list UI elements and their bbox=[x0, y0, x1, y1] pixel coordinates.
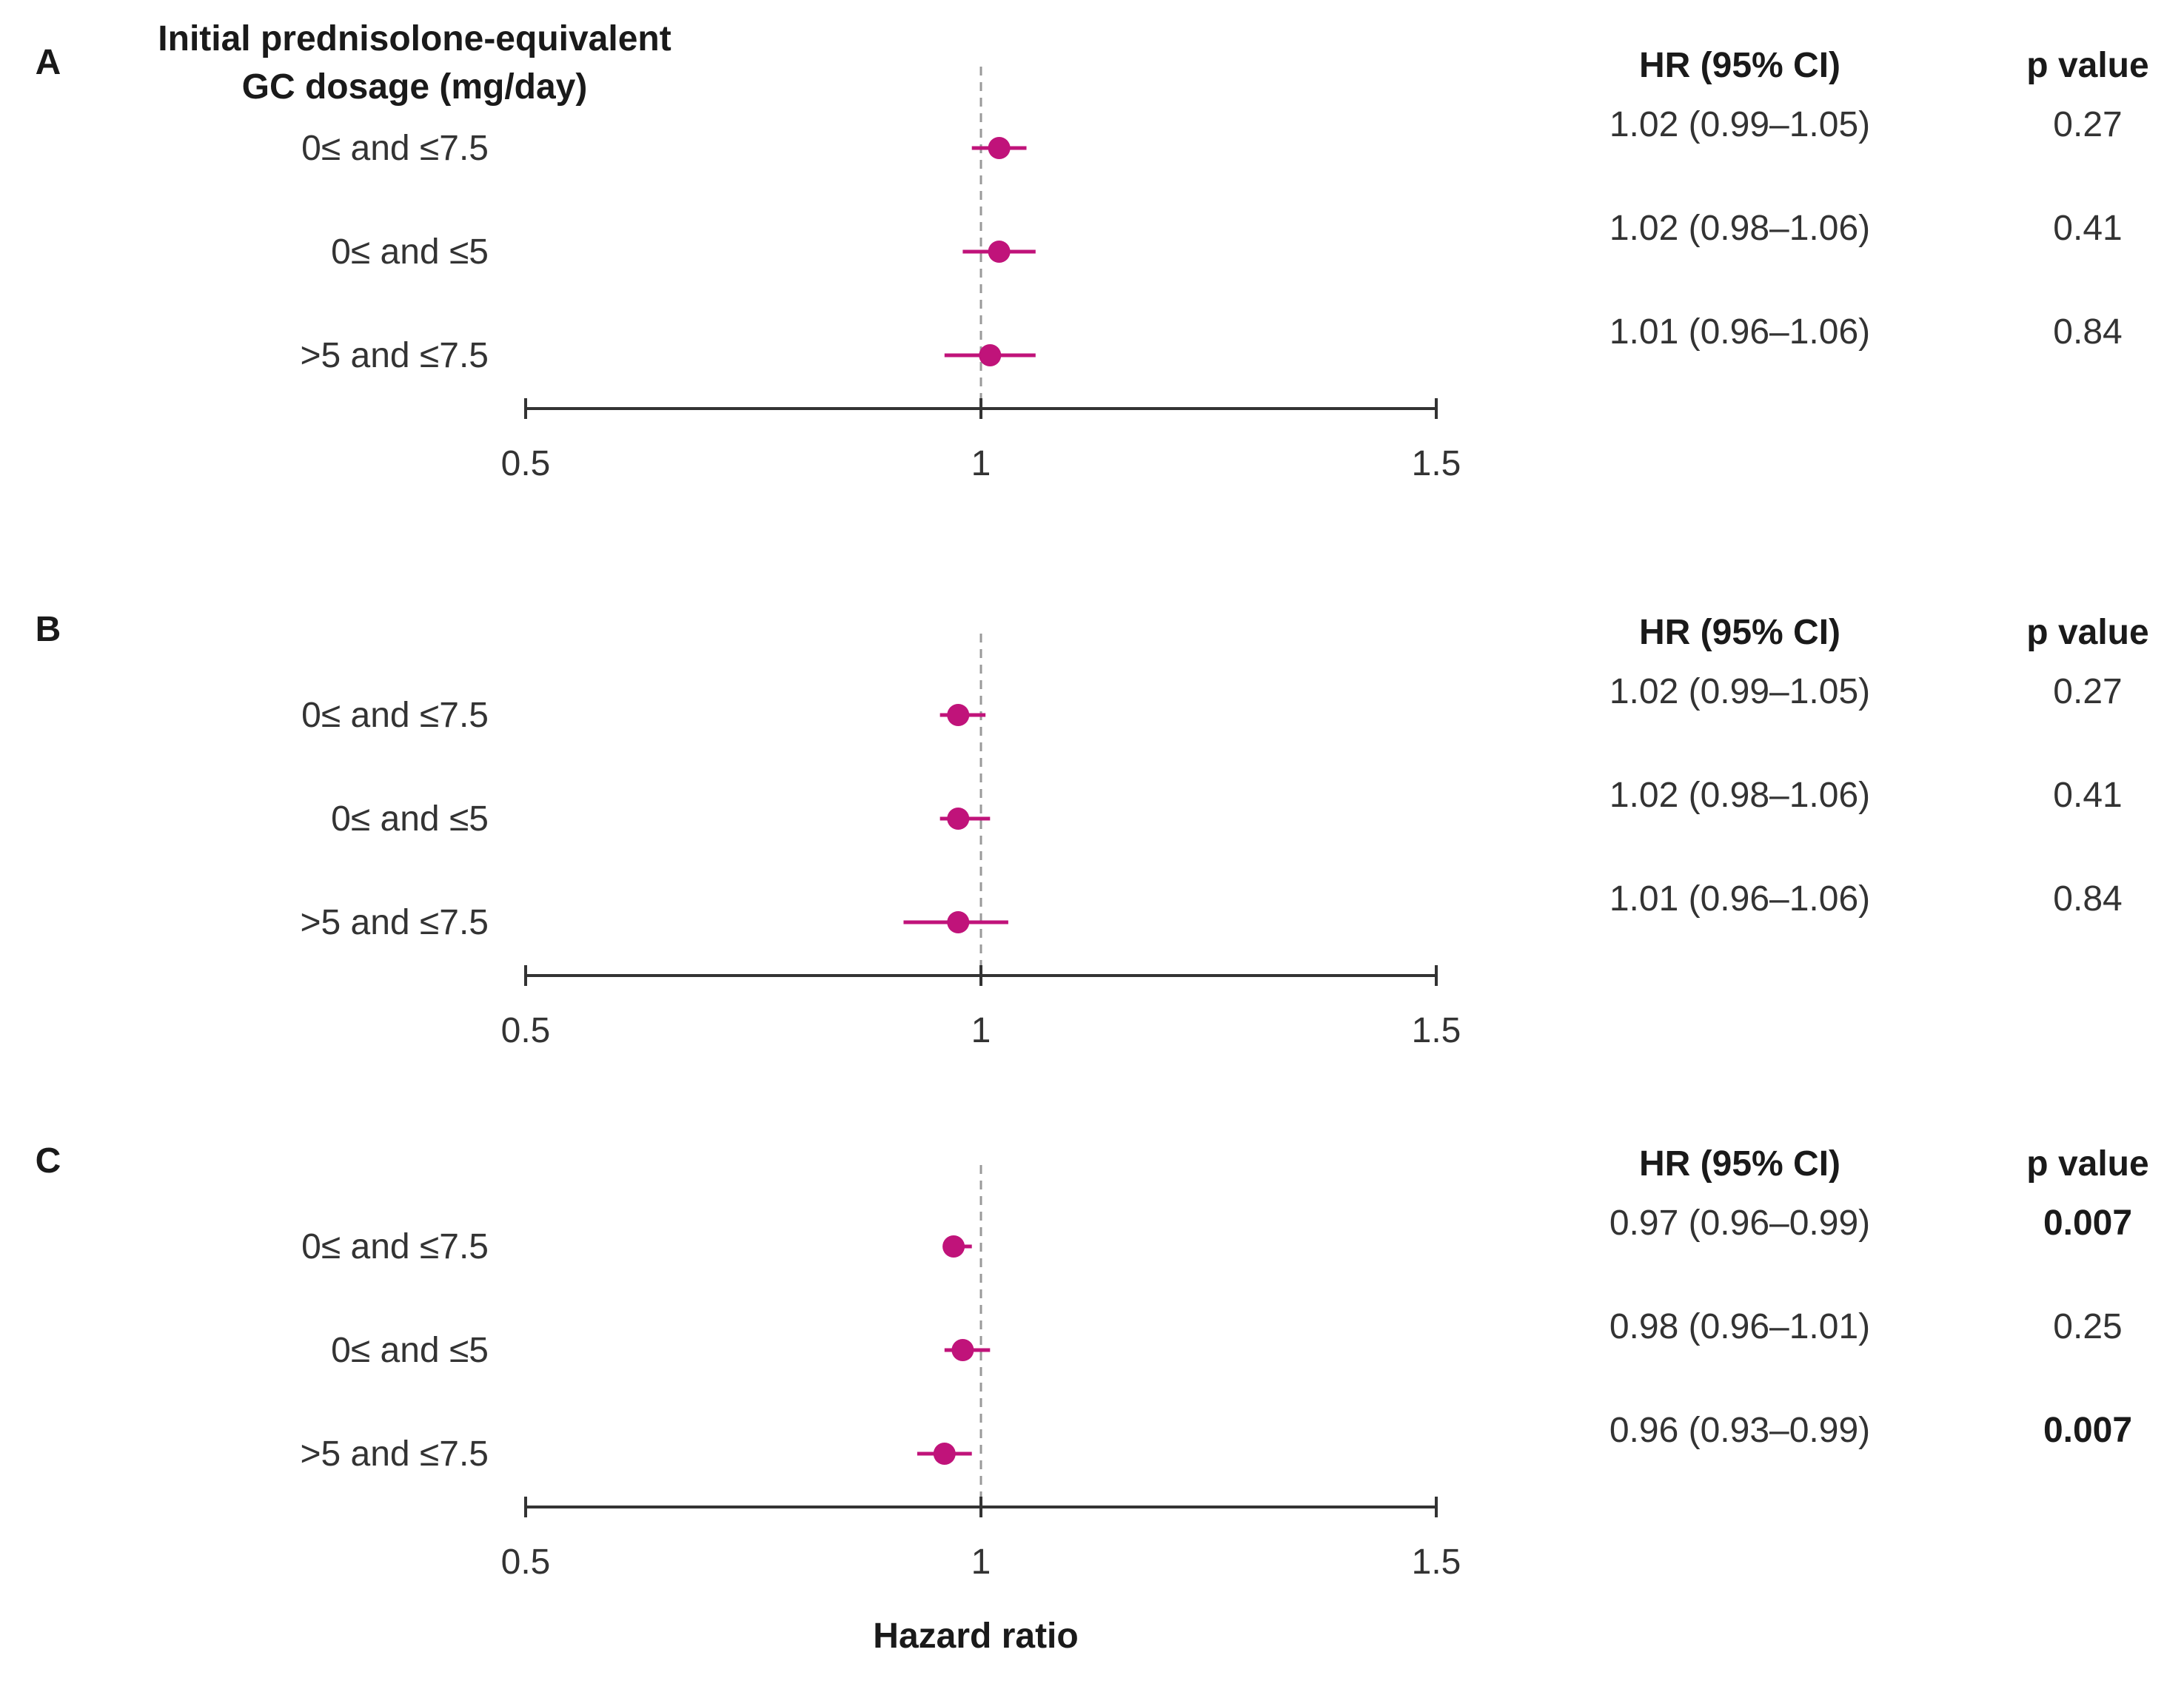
x-tick-label: 1 bbox=[971, 444, 991, 483]
hr-column-header: HR (95% CI) bbox=[1639, 1144, 1840, 1184]
p-value: 0.25 bbox=[2053, 1307, 2122, 1346]
hr-point bbox=[979, 344, 1002, 366]
x-tick-label: 1 bbox=[971, 1543, 991, 1582]
p-column-header: p value bbox=[2026, 46, 2148, 85]
hr-point bbox=[947, 911, 970, 933]
row-label: 0≤ and ≤5 bbox=[331, 232, 489, 272]
row-label: 0≤ and ≤7.5 bbox=[301, 696, 489, 735]
p-column-header: p value bbox=[2026, 613, 2148, 652]
hr-ci-value: 1.01 (0.96–1.06) bbox=[1609, 312, 1870, 352]
hr-ci-value: 0.98 (0.96–1.01) bbox=[1609, 1307, 1870, 1346]
hr-column-header: HR (95% CI) bbox=[1639, 46, 1840, 85]
p-value: 0.84 bbox=[2053, 879, 2122, 919]
row-label: 0≤ and ≤5 bbox=[331, 1331, 489, 1370]
hr-ci-value: 1.02 (0.99–1.05) bbox=[1609, 105, 1870, 144]
hr-column-header: HR (95% CI) bbox=[1639, 613, 1840, 652]
x-tick-label: 1.5 bbox=[1412, 444, 1461, 483]
hr-point bbox=[988, 241, 1011, 263]
row-header-line-1: Initial prednisolone-equivalent bbox=[158, 19, 671, 58]
row-label: 0≤ and ≤7.5 bbox=[301, 129, 489, 168]
x-tick-label: 1 bbox=[971, 1011, 991, 1050]
hr-ci-value: 0.96 (0.93–0.99) bbox=[1609, 1411, 1870, 1450]
x-tick-label: 1.5 bbox=[1412, 1011, 1461, 1050]
row-label: 0≤ and ≤5 bbox=[331, 799, 489, 839]
row-header-line-2: GC dosage (mg/day) bbox=[242, 67, 588, 107]
p-value: 0.41 bbox=[2053, 776, 2122, 815]
hr-point bbox=[942, 1235, 965, 1258]
hr-ci-value: 1.02 (0.98–1.06) bbox=[1609, 209, 1870, 248]
row-label: >5 and ≤7.5 bbox=[300, 1434, 489, 1474]
p-column-header: p value bbox=[2026, 1144, 2148, 1184]
x-tick-label: 0.5 bbox=[501, 444, 551, 483]
hr-point bbox=[988, 137, 1011, 159]
hr-point bbox=[933, 1443, 956, 1465]
hr-point bbox=[947, 808, 970, 830]
x-tick-label: 1.5 bbox=[1412, 1543, 1461, 1582]
row-label: 0≤ and ≤7.5 bbox=[301, 1227, 489, 1266]
hr-point bbox=[947, 704, 970, 726]
p-value: 0.27 bbox=[2053, 105, 2122, 144]
row-label: >5 and ≤7.5 bbox=[300, 903, 489, 942]
panel-label: A bbox=[36, 43, 61, 82]
p-value: 0.41 bbox=[2053, 209, 2122, 248]
hr-ci-value: 1.02 (0.98–1.06) bbox=[1609, 776, 1870, 815]
p-value: 0.007 bbox=[2043, 1204, 2132, 1243]
panel-label: C bbox=[36, 1141, 61, 1181]
p-value: 0.84 bbox=[2053, 312, 2122, 352]
hr-ci-value: 0.97 (0.96–0.99) bbox=[1609, 1204, 1870, 1243]
hr-point bbox=[951, 1339, 974, 1361]
hr-ci-value: 1.01 (0.96–1.06) bbox=[1609, 879, 1870, 919]
row-label: >5 and ≤7.5 bbox=[300, 336, 489, 375]
p-value: 0.27 bbox=[2053, 672, 2122, 711]
hr-ci-value: 1.02 (0.99–1.05) bbox=[1609, 672, 1870, 711]
x-tick-label: 0.5 bbox=[501, 1543, 551, 1582]
x-axis-label: Hazard ratio bbox=[873, 1617, 1078, 1656]
x-tick-label: 0.5 bbox=[501, 1011, 551, 1050]
panel-label: B bbox=[36, 610, 61, 649]
p-value: 0.007 bbox=[2043, 1411, 2132, 1450]
